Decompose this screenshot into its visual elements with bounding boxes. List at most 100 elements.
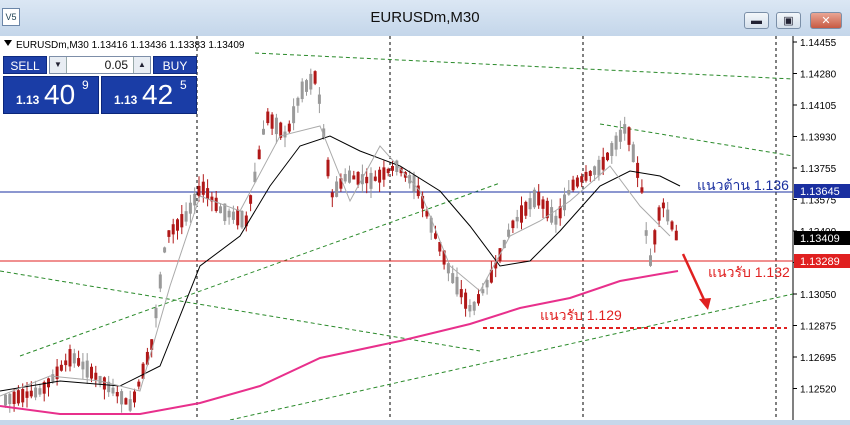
candle-body [150, 339, 154, 350]
price-tag-current-text: 1.13409 [800, 233, 840, 245]
candle-body [472, 301, 476, 311]
minimize-button[interactable]: ▬ [744, 12, 769, 29]
lot-size-field[interactable]: ▼ 0.05 ▲ [49, 56, 151, 74]
candle-body [537, 192, 541, 206]
candle-body [141, 363, 145, 379]
app-icon: V5 [2, 8, 20, 26]
candle-body [300, 81, 304, 100]
candle-body [554, 215, 558, 225]
candle-body [558, 206, 562, 219]
trendline [229, 293, 794, 421]
candle-body [90, 366, 93, 379]
axis-label: 1.14105 [800, 101, 837, 112]
candle-body [348, 170, 351, 183]
candle-body [111, 387, 115, 394]
sell-quote[interactable]: 1.13 40 9 [3, 76, 99, 114]
vertical-grid [196, 36, 777, 420]
axis-label: 1.12695 [800, 353, 837, 364]
candle-body [606, 152, 609, 161]
chart-canvas[interactable]: แนวต้าน 1.136 แนวรับ 1.132 แนวรับ 1.129 … [0, 36, 850, 421]
candle-body [563, 194, 566, 211]
axis-label: 1.12520 [800, 385, 837, 396]
candle-body [197, 185, 201, 197]
price-tag-resistance [794, 184, 850, 198]
sell-button[interactable]: SELL [3, 56, 47, 74]
candle-body [244, 215, 248, 227]
candle-body [532, 189, 536, 208]
candle-body [128, 399, 132, 411]
candle-body [593, 166, 597, 175]
candle-body [214, 197, 218, 211]
candle-body [25, 391, 29, 398]
price-tag-current [794, 231, 850, 245]
moving-average-long-line [0, 270, 679, 415]
candle-body [571, 179, 575, 191]
candle-body [21, 388, 25, 403]
lot-size-value[interactable]: 0.05 [104, 58, 128, 72]
candle-body [442, 250, 446, 265]
candle-body [489, 269, 493, 283]
candle-body [502, 239, 506, 249]
candle-body [145, 351, 149, 365]
lot-increase-icon[interactable]: ▲ [133, 57, 150, 73]
candle-body [644, 230, 648, 236]
buy-quote-prefix: 1.13 [114, 93, 138, 107]
candle-body [206, 188, 210, 200]
trendline [254, 52, 794, 80]
buy-quote[interactable]: 1.13 42 5 [101, 76, 197, 114]
candle-body [567, 189, 571, 195]
candle-body [249, 195, 253, 204]
candle-body [326, 159, 330, 177]
sell-quote-big: 40 [44, 79, 76, 110]
candle-body [296, 97, 300, 106]
candle-body [257, 149, 261, 160]
lot-decrease-icon[interactable]: ▼ [50, 57, 67, 73]
candle-body [352, 175, 356, 180]
buy-quote-sup: 5 [180, 78, 187, 92]
candle-body [292, 106, 296, 124]
price-chart[interactable]: แนวต้าน 1.136 แนวรับ 1.132 แนวรับ 1.129 … [0, 36, 850, 421]
candle-body [485, 280, 489, 288]
candle-body [640, 187, 644, 193]
candle-body [59, 364, 63, 371]
maximize-button[interactable]: ▣ [776, 12, 801, 29]
chart-menu-icon[interactable] [4, 40, 12, 46]
arrow-head-icon [699, 298, 711, 310]
candle-body [356, 171, 360, 185]
candle-body [584, 171, 588, 181]
candle-body [107, 381, 111, 393]
candle-body [438, 241, 442, 252]
axis-label: 1.13755 [800, 164, 837, 175]
candle-body [137, 381, 141, 387]
candle-body [395, 160, 399, 172]
candle-body [236, 209, 240, 226]
trendline [19, 182, 501, 357]
candle-body [520, 205, 523, 223]
resistance-label: แนวต้าน 1.136 [697, 177, 789, 193]
close-button[interactable]: ✕ [810, 12, 842, 29]
candle-body [322, 128, 326, 139]
candle-body [193, 193, 197, 206]
candle-body [653, 230, 657, 245]
candle-body [176, 219, 179, 231]
candle-body [597, 159, 601, 176]
candle-body [378, 169, 382, 183]
candle-body [167, 230, 171, 237]
one-click-trading-panel: SELL ▼ 0.05 ▲ BUY 1.13 40 9 1.13 42 5 [3, 56, 197, 114]
price-axis-labels: 1.14455 1.14280 1.14105 1.13930 1.13755 1.135… [793, 38, 837, 396]
candle-body [188, 202, 192, 214]
axis-label: 1.13930 [800, 133, 837, 144]
candle-body [180, 214, 184, 228]
candle-body [494, 262, 498, 269]
buy-button[interactable]: BUY [153, 56, 197, 74]
candle-body [339, 178, 343, 189]
candle-body [98, 375, 102, 384]
candle-body [231, 211, 235, 220]
candle-body [266, 111, 270, 124]
price-tag-support [794, 254, 850, 268]
candle-body [386, 168, 390, 174]
candle-body [601, 156, 605, 170]
candle-body [524, 201, 528, 216]
candle-body [262, 128, 265, 135]
candle-body [279, 122, 283, 138]
